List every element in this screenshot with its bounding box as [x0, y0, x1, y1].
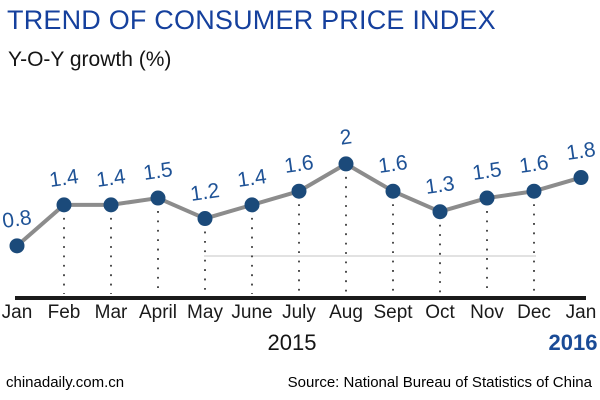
data-point-value-label: 1.3 [423, 171, 456, 199]
year-label-2016: 2016 [548, 330, 598, 355]
data-point-value-label: 1.6 [376, 151, 409, 179]
chart-subtitle: Y-O-Y growth (%) [8, 48, 172, 71]
data-point-marker [9, 238, 25, 254]
month-tick-label: May [187, 302, 223, 323]
month-tick-label: Jan [565, 302, 597, 323]
data-point-value-label: 1.6 [517, 151, 550, 179]
data-point-marker [338, 156, 354, 172]
data-point-marker [573, 170, 589, 186]
data-point-marker [432, 204, 448, 220]
data-point-value-label: 0.8 [0, 205, 33, 233]
data-point-marker [479, 190, 495, 206]
data-point-marker [244, 197, 260, 213]
month-tick-label: Dec [517, 302, 551, 323]
month-tick-label: Mar [94, 302, 128, 323]
data-point-marker [150, 190, 166, 206]
watermark-chinadaily: chinadaily.com.cn [6, 374, 125, 391]
data-point-value-label: 1.4 [235, 164, 268, 192]
data-point-marker [103, 197, 119, 213]
data-point-marker [56, 197, 72, 213]
chart-title: TREND OF CONSUMER PRICE INDEX [7, 5, 496, 35]
month-tick-label: Sept [373, 302, 413, 323]
month-tick-label: Feb [47, 302, 81, 323]
data-point-value-label: 1.8 [564, 137, 597, 165]
data-point-marker [385, 183, 401, 199]
data-point-value-label: 1.5 [470, 158, 503, 185]
data-point-value-label: 1.4 [94, 164, 127, 192]
data-point-value-label: 1.5 [141, 158, 174, 185]
month-tick-label: Nov [470, 302, 504, 323]
data-point-value-label: 1.4 [47, 164, 80, 192]
month-tick-label: April [138, 302, 178, 323]
month-tick-label: Oct [425, 302, 455, 323]
year-label-2015: 2015 [267, 330, 317, 355]
source-credit: Source: National Bureau of Statistics of… [287, 374, 592, 391]
data-point-value-label: 1.2 [188, 178, 221, 206]
month-tick-label: June [231, 302, 273, 323]
month-tick-label: Jan [1, 302, 33, 323]
data-point-marker [291, 183, 307, 199]
month-tick-label: July [282, 302, 316, 323]
data-point-value-label: 1.6 [282, 151, 315, 179]
data-point-marker [526, 183, 542, 199]
data-point-marker [197, 211, 213, 227]
month-tick-label: Aug [329, 302, 363, 323]
